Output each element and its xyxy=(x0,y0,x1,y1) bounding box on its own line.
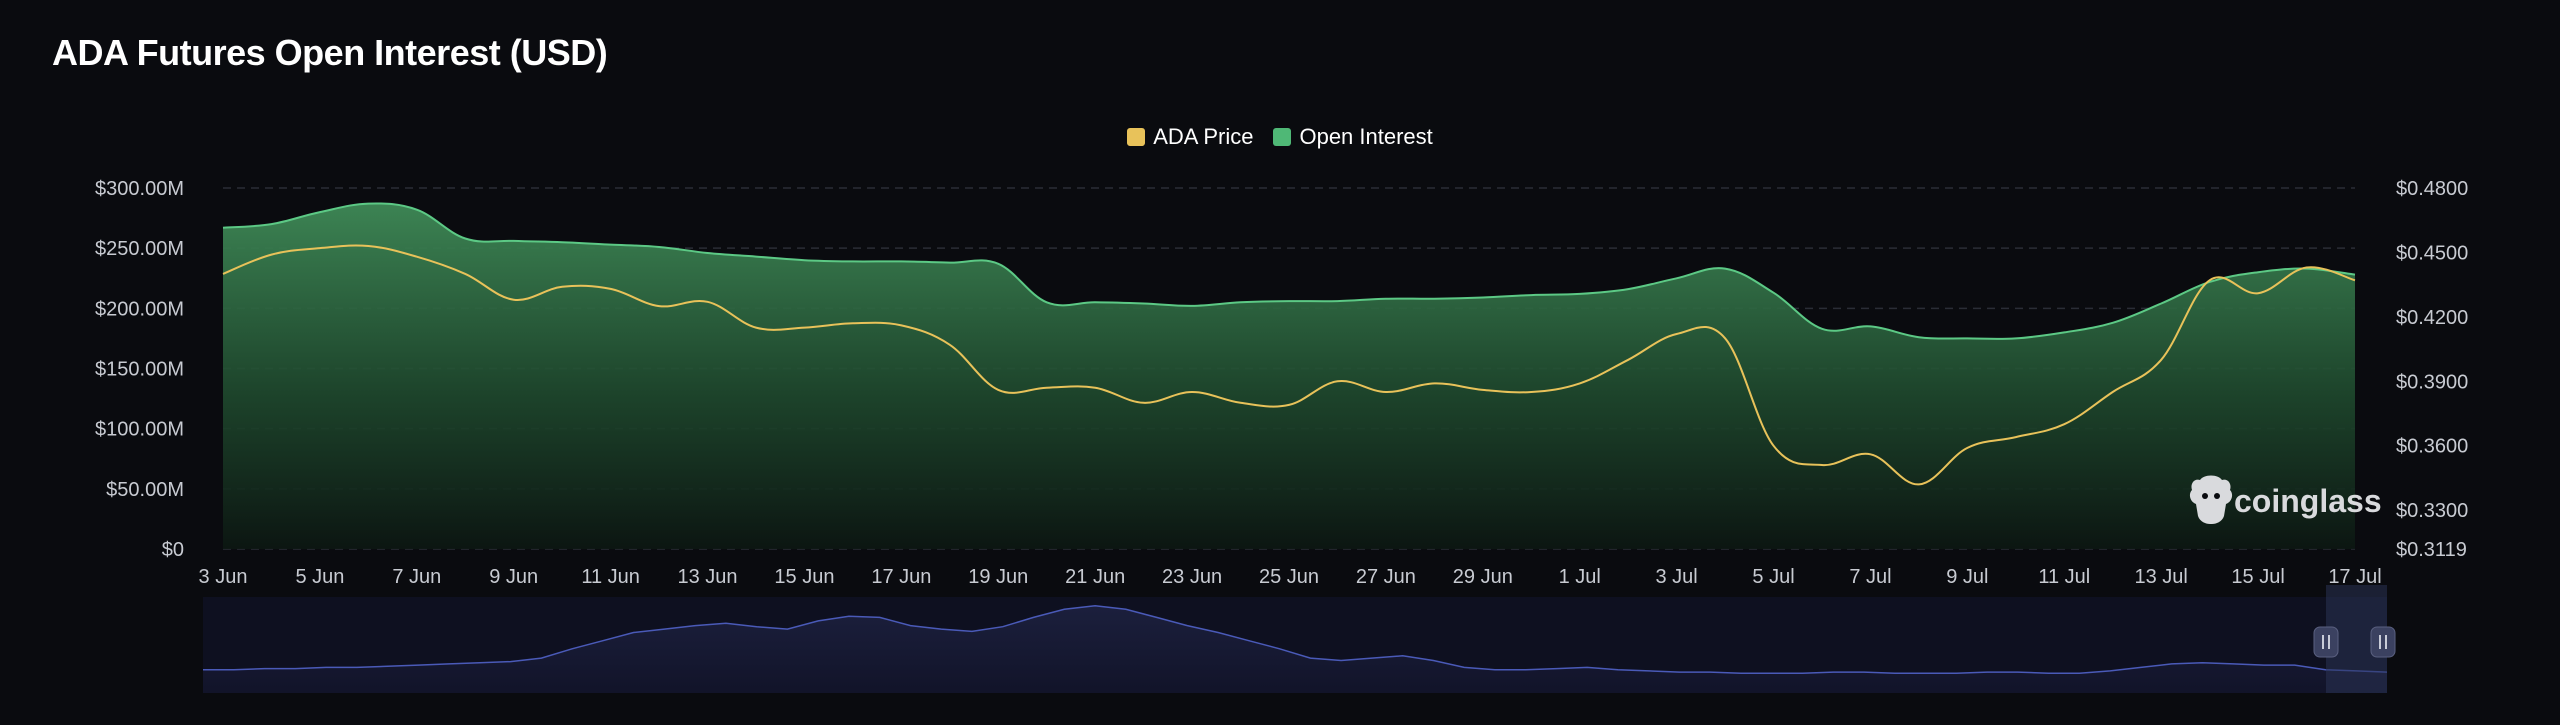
coinglass-logo-icon xyxy=(2189,475,2233,524)
left-axis-tick-label: $0 xyxy=(162,539,184,561)
right-axis-tick-label: $0.3600 xyxy=(2396,436,2468,458)
x-axis-tick-label: 1 Jul xyxy=(1559,566,1601,588)
left-axis-tick-label: $200.00M xyxy=(95,298,184,320)
coinglass-watermark: coinglass xyxy=(2189,475,2382,524)
x-axis-tick-label: 23 Jun xyxy=(1162,566,1222,588)
open-interest-line xyxy=(222,202,2356,340)
x-axis-tick-label: 9 Jun xyxy=(489,566,538,588)
legend-item-open-interest[interactable]: Open Interest xyxy=(1273,124,1433,150)
left-axis-tick-label: $100.00M xyxy=(95,419,184,441)
navigator-line xyxy=(203,605,2388,674)
x-axis-tick-label: 25 Jun xyxy=(1259,566,1319,588)
x-axis-tick-label: 3 Jul xyxy=(1656,566,1698,588)
x-axis-tick-label: 17 Jun xyxy=(871,566,931,588)
navigator-area xyxy=(203,605,2387,693)
coinglass-watermark-text: coinglass xyxy=(2234,483,2382,519)
legend-swatch-ada-price xyxy=(1127,128,1146,146)
x-axis-tick-label: 27 Jun xyxy=(1356,566,1416,588)
left-axis: $0 $50.00M $100.00M $150.00M $200.00M $250.00… xyxy=(95,178,184,561)
x-axis-tick-label: 7 Jun xyxy=(392,566,441,588)
open-interest-series xyxy=(222,202,2356,550)
left-axis-tick-label: $50.00M xyxy=(106,479,184,501)
x-axis-tick-label: 15 Jun xyxy=(774,566,834,588)
left-axis-tick-label: $250.00M xyxy=(95,238,184,260)
x-axis-tick-label: 21 Jun xyxy=(1065,566,1125,588)
right-axis-tick-label: $0.3300 xyxy=(2396,500,2468,522)
x-axis-tick-label: 13 Jun xyxy=(678,566,738,588)
chart-legend: ADA Price Open Interest xyxy=(0,124,2560,150)
x-axis-tick-label: 13 Jul xyxy=(2134,566,2187,588)
left-axis-tick-label: $150.00M xyxy=(95,359,184,381)
left-axis-tick-label: $300.00M xyxy=(95,178,184,200)
ada-price-series xyxy=(222,244,2356,486)
x-axis-tick-label: 15 Jul xyxy=(2231,566,2284,588)
navigator-series xyxy=(203,605,2388,693)
right-axis-tick-label: $0.4500 xyxy=(2396,242,2468,264)
right-axis-tick-label: $0.4200 xyxy=(2396,307,2468,329)
page-title: ADA Futures Open Interest (USD) xyxy=(52,32,608,73)
legend-label-ada-price: ADA Price xyxy=(1153,124,1254,149)
x-axis-tick-label: 11 Jun xyxy=(581,566,640,588)
right-axis: $0.3119 $0.3300 $0.3600 $0.3900 $0.4200 $0.45… xyxy=(2396,178,2468,561)
navigator-handle-left[interactable] xyxy=(2313,626,2339,658)
x-axis-tick-label: 9 Jul xyxy=(1946,566,1988,588)
x-axis-tick-label: 5 Jun xyxy=(295,566,344,588)
x-axis-tick-label: 3 Jun xyxy=(199,566,248,588)
right-axis-tick-label: $0.3119 xyxy=(2396,539,2467,561)
legend-item-ada-price[interactable]: ADA Price xyxy=(1127,124,1253,150)
x-axis-tick-label: 5 Jul xyxy=(1752,566,1794,588)
right-axis-tick-label: $0.3900 xyxy=(2396,371,2468,393)
navigator-handle-right[interactable] xyxy=(2370,626,2396,658)
open-interest-area xyxy=(223,203,2355,550)
right-axis-tick-label: $0.4800 xyxy=(2396,178,2468,200)
x-axis-tick-label: 7 Jul xyxy=(1849,566,1891,588)
x-axis-tick-label: 17 Jul xyxy=(2328,566,2381,588)
x-axis-tick-label: 19 Jun xyxy=(968,566,1028,588)
navigator[interactable] xyxy=(203,585,2396,693)
ada-price-line xyxy=(222,244,2356,486)
legend-swatch-open-interest xyxy=(1273,128,1292,146)
legend-label-open-interest: Open Interest xyxy=(1299,124,1433,149)
x-axis-tick-label: 11 Jul xyxy=(2038,566,2090,588)
x-axis-tick-label: 29 Jun xyxy=(1453,566,1513,588)
x-axis: 3 Jun 5 Jun 7 Jun 9 Jun 11 Jun 13 Jun 15 Jun 17… xyxy=(199,566,2382,588)
